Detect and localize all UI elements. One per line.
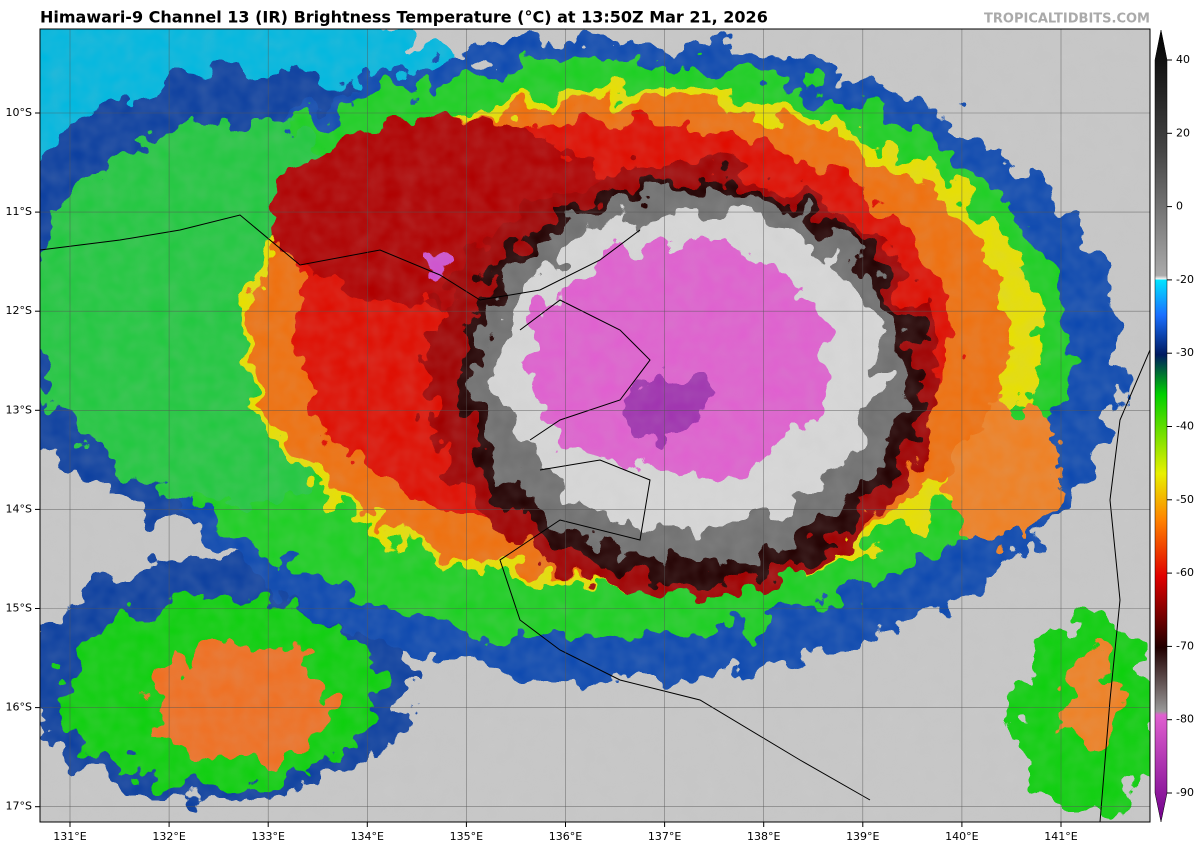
colorbar-label: -50 — [1176, 493, 1194, 506]
colorbar-label: 0 — [1176, 200, 1183, 213]
colorbar-label: -80 — [1176, 713, 1194, 726]
lon-label: 133°E — [251, 830, 284, 843]
colorbar-label: -30 — [1176, 346, 1194, 359]
lon-label: 132°E — [152, 830, 185, 843]
lon-label: 135°E — [450, 830, 483, 843]
map-frame — [39, 28, 1151, 823]
lon-label: 140°E — [945, 830, 978, 843]
lat-label: 14°S — [6, 502, 32, 515]
credit: TROPICALTIDBITS.COM — [984, 12, 1150, 27]
satellite-image — [40, 29, 1150, 822]
lon-label: 137°E — [648, 830, 681, 843]
colorbar-label: 40 — [1176, 53, 1190, 66]
colorbar — [1154, 29, 1168, 823]
colorbar-label: -70 — [1176, 639, 1194, 652]
colorbar-label: -90 — [1176, 786, 1194, 799]
graticule — [40, 29, 1150, 822]
lon-label: 139°E — [846, 830, 879, 843]
lon-label: 131°E — [53, 830, 86, 843]
title: Himawari-9 Channel 13 (IR) Brightness Te… — [40, 8, 768, 27]
lon-label: 141°E — [1044, 830, 1077, 843]
lat-label: 10°S — [6, 106, 32, 119]
lat-label: 15°S — [6, 602, 32, 615]
colorbar-label: -40 — [1176, 420, 1194, 433]
lon-label: 136°E — [549, 830, 582, 843]
lat-label: 11°S — [6, 205, 32, 218]
colorbar-label: -60 — [1176, 566, 1194, 579]
lat-label: 13°S — [6, 403, 32, 416]
colorbar-label: 20 — [1176, 126, 1190, 139]
coastline — [40, 214, 1150, 822]
lat-label: 12°S — [6, 304, 32, 317]
lon-label: 138°E — [747, 830, 780, 843]
colorbar-label: -20 — [1176, 273, 1194, 286]
lat-label: 16°S — [6, 701, 32, 714]
lon-label: 134°E — [351, 830, 384, 843]
lat-label: 17°S — [6, 800, 32, 813]
